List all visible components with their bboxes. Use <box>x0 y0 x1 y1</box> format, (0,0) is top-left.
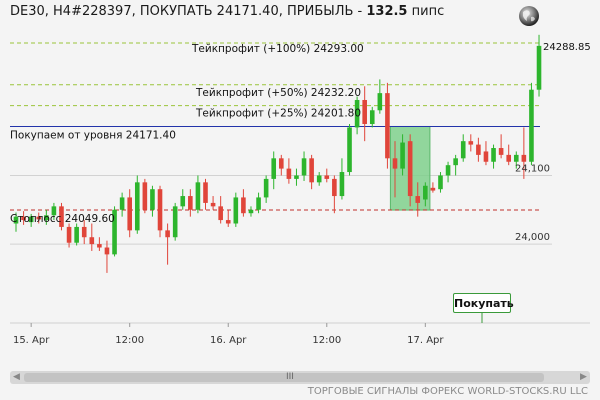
candle-body <box>415 196 421 203</box>
title-suffix: пипс <box>407 4 445 19</box>
candle-body <box>172 206 178 238</box>
candle-body <box>104 247 110 255</box>
x-tick-label: 12:00 <box>312 335 341 346</box>
candle-body <box>21 216 26 221</box>
y-tick-label: 24,000 <box>515 232 550 243</box>
candle-body <box>453 158 458 166</box>
x-tick-label: 15. Apr <box>13 335 50 346</box>
candle-body <box>294 175 299 179</box>
candle-body <box>74 226 79 243</box>
scroll-grip: III <box>286 372 294 382</box>
x-tick-label: 16. Apr <box>210 335 247 346</box>
scroll-left-icon[interactable]: ◀ <box>13 372 20 382</box>
candle-body <box>89 237 95 245</box>
candle-body <box>324 175 330 179</box>
candle-body <box>476 144 481 155</box>
candle-body <box>248 209 254 214</box>
candle-body <box>301 158 307 176</box>
footer-text: ТОРГОВЫЕ СИГНАЛЫ ФОРЕКС WORLD-STOCKS.RU … <box>307 386 588 397</box>
candle-body <box>407 141 413 197</box>
candle-body <box>279 158 284 169</box>
candle-body <box>188 196 193 210</box>
candle-body <box>536 45 542 90</box>
candle-body <box>119 197 125 210</box>
level-label-stop: Стоплосс 24049.60 <box>10 213 115 225</box>
candle-body <box>529 89 534 162</box>
candle-body <box>309 158 314 183</box>
candle-body <box>316 175 322 183</box>
candle-body <box>157 189 163 231</box>
candle-body <box>445 165 451 176</box>
candle-body <box>438 175 443 190</box>
candle-body <box>44 215 49 221</box>
candle-body <box>165 230 170 238</box>
candle-body <box>263 178 269 198</box>
candle-body <box>134 182 140 231</box>
candle-body <box>36 216 42 220</box>
candle-body <box>203 182 208 203</box>
candle-body <box>241 197 246 214</box>
candle-body <box>112 209 117 255</box>
x-tick-label: 17. Apr <box>407 335 444 346</box>
candle-body <box>233 197 239 224</box>
scroll-right-icon[interactable]: ▶ <box>580 372 587 382</box>
chart-title: DE30, H4#228397, ПОКУПАТЬ 24171.40, ПРИБ… <box>10 4 444 19</box>
candle-body <box>271 158 277 179</box>
candle-body <box>506 154 511 162</box>
candle-body <box>81 226 87 238</box>
level-label-tp25: Тейкпрофит (+25%) 24201.80 <box>195 108 361 120</box>
title-prefix: DE30, H4#228397, ПОКУПАТЬ 24171.40, ПРИБ… <box>10 4 367 19</box>
candle-body <box>468 141 474 145</box>
candle-body <box>513 154 519 162</box>
price-levels <box>10 42 540 211</box>
candle-body <box>210 202 216 207</box>
candle-body <box>180 196 186 207</box>
globe-icon[interactable] <box>518 5 540 27</box>
current-price-label: 24288.85 <box>543 42 591 53</box>
candle-body <box>521 154 527 162</box>
candle-body <box>59 206 64 227</box>
candle-body <box>491 148 496 162</box>
x-tick-label: 12:00 <box>115 335 144 346</box>
y-tick-label: 24,100 <box>515 163 550 174</box>
candle-body <box>332 178 337 197</box>
candlestick-chart: 24,100 24,000 15. Apr 12:00 16. Apr 12:00 17. … <box>10 34 591 346</box>
candles <box>13 34 542 273</box>
level-label-tp100: Тейкпрофит (+100%) 24293.00 <box>191 43 364 55</box>
candle-body <box>13 216 19 224</box>
candle-body <box>498 148 504 155</box>
candle-body <box>195 182 201 210</box>
candle-body <box>483 151 489 162</box>
level-label-entry: Покупаем от уровня 24171.40 <box>10 129 176 141</box>
candle-body <box>400 142 405 169</box>
candle-body <box>354 99 360 128</box>
candle-body <box>369 110 375 125</box>
candle-body <box>347 127 352 173</box>
level-label-tp50: Тейкпрофит (+50%) 24232.20 <box>195 87 361 99</box>
candle-body <box>142 182 148 210</box>
candle-body <box>256 197 261 210</box>
candle-body <box>430 187 436 191</box>
profit-value: 132.5 <box>366 4 408 19</box>
candle-body <box>218 206 223 221</box>
candle-body <box>423 185 428 200</box>
candle-body <box>51 206 57 216</box>
candle-body <box>66 226 72 243</box>
candle-body <box>28 216 34 223</box>
candle-body <box>339 172 345 197</box>
chart-labels: 24,100 24,000 15. Apr 12:00 16. Apr 12:00 17. … <box>10 42 591 346</box>
candle-body <box>362 99 367 125</box>
horizontal-scrollbar[interactable]: ◀ III ▶ <box>10 371 590 384</box>
buy-button[interactable]: Покупать <box>453 293 514 313</box>
scroll-thumb[interactable]: III <box>24 373 544 382</box>
candle-body <box>385 93 390 159</box>
candle-body <box>127 197 132 231</box>
candle-body <box>460 141 466 159</box>
candle-body <box>377 93 383 111</box>
candle-body <box>225 220 231 224</box>
candle-body <box>150 189 155 210</box>
candle-body <box>286 168 292 179</box>
candle-body <box>97 244 102 248</box>
candle-body <box>392 158 398 169</box>
